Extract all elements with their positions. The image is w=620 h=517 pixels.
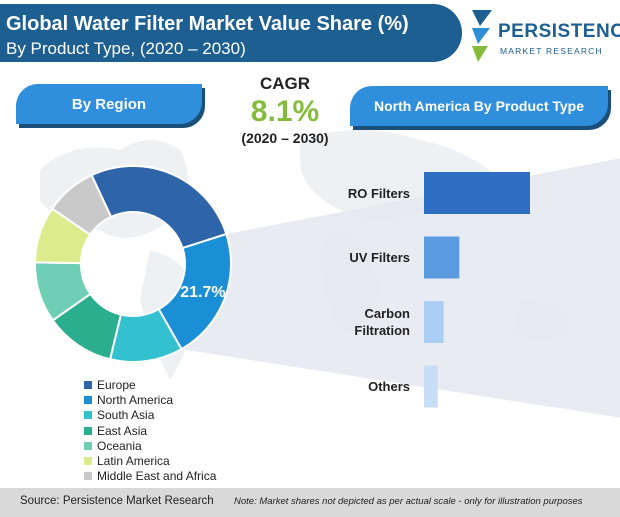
bar-label-line: UV Filters <box>349 250 410 265</box>
legend-item: South Asia <box>84 408 216 423</box>
legend-swatch <box>84 411 92 420</box>
legend-item: Oceania <box>84 438 216 453</box>
legend-swatch <box>84 395 92 404</box>
bar-ro-filters <box>424 172 530 214</box>
bar-label-line: Others <box>368 379 410 394</box>
logo-mark-icon <box>472 10 492 62</box>
product-type-label: North America By Product Type <box>350 86 608 126</box>
legend-label: Oceania <box>97 438 142 453</box>
donut-slice-europe <box>90 165 228 250</box>
legend-label: Europe <box>97 377 136 392</box>
legend-item: East Asia <box>84 423 216 438</box>
legend-label: Latin America <box>97 454 170 469</box>
cagr-label: CAGR <box>259 74 311 93</box>
logo-name: PERSISTENCE <box>498 21 620 42</box>
callout-wedge <box>181 158 620 418</box>
bar-carbon-filtration <box>424 301 444 343</box>
donut-slice-north-america <box>157 232 232 351</box>
cagr-block: CAGR 8.1% (2020 – 2030) <box>220 74 350 146</box>
donut-highlight-value: 21.7% <box>180 284 225 301</box>
legend-item: Latin America <box>84 453 216 468</box>
bar-label: Carbon Filtration <box>306 305 410 339</box>
legend-swatch <box>84 441 92 450</box>
bar-label-line: Carbon <box>364 306 411 321</box>
legend-item: Europe <box>84 377 216 392</box>
logo-subtitle: MARKET RESEARCH <box>500 46 603 56</box>
title-bar: Global Water Filter Market Value Share (… <box>0 4 462 62</box>
bar-uv-filters <box>424 236 460 279</box>
company-logo: PERSISTENCE MARKET RESEARCH <box>468 6 620 68</box>
bar-others <box>424 365 438 408</box>
chart-subtitle: By Product Type, (2020 – 2030) <box>6 39 246 58</box>
footer: Source: Persistence Market Research Note… <box>0 488 620 517</box>
legend: Europe North America South Asia East Asia Oc… <box>84 377 216 484</box>
bar-label: Others <box>306 378 410 395</box>
donut-slice-middle-east-and-africa <box>50 173 113 237</box>
legend-item: Middle East and Africa <box>84 469 216 484</box>
region-label: By Region <box>16 84 202 124</box>
legend-label: East Asia <box>97 423 148 438</box>
legend-label: Middle East and Africa <box>97 469 217 484</box>
bar-label: UV Filters <box>306 249 410 266</box>
cagr-value: 8.1% <box>250 95 320 128</box>
bar-label-line: RO Filters <box>347 185 410 201</box>
bar-label-line: Filtration <box>354 323 410 338</box>
legend-label: North America <box>97 392 174 407</box>
chart-title: Global Water Filter Market Value Share (… <box>6 13 409 35</box>
legend-swatch <box>84 457 92 466</box>
legend-item: North America <box>84 392 216 407</box>
legend-swatch <box>84 380 92 389</box>
bar-label: RO Filters <box>306 185 410 202</box>
legend-swatch <box>84 472 92 481</box>
footer-source: Source: Persistence Market Research <box>20 495 214 507</box>
cagr-period: (2020 – 2030) <box>241 130 329 146</box>
legend-swatch <box>84 426 92 435</box>
footer-note: Note: Market shares not depicted as per … <box>234 496 583 507</box>
legend-label: South Asia <box>97 408 155 423</box>
